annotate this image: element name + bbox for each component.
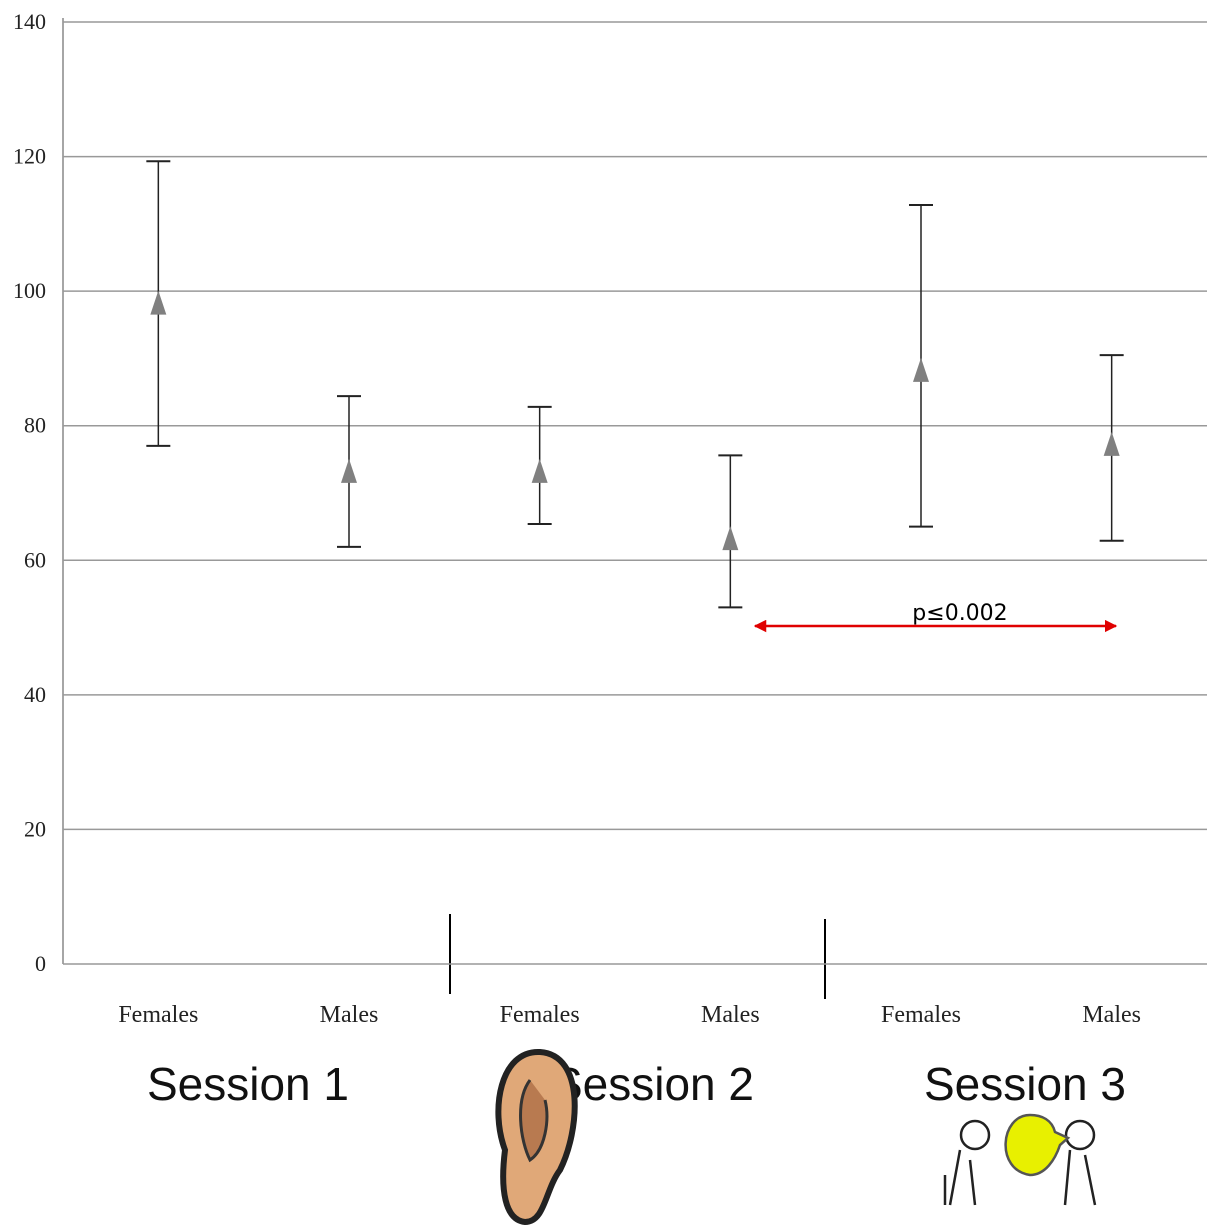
x-tick-label: Males bbox=[1082, 1002, 1141, 1028]
x-tick-label: Females bbox=[881, 1002, 961, 1028]
marker bbox=[722, 526, 739, 551]
marker bbox=[341, 458, 357, 483]
x-tick-label: Females bbox=[118, 1002, 198, 1028]
session-label: Session 1 bbox=[147, 1058, 349, 1110]
x-tick-label: Females bbox=[500, 1002, 580, 1028]
y-tick-label: 100 bbox=[13, 278, 46, 303]
ear-icon bbox=[495, 1048, 578, 1226]
marker bbox=[913, 357, 929, 382]
x-tick-label: Males bbox=[701, 1002, 760, 1028]
y-tick-label: 20 bbox=[24, 816, 46, 841]
marker bbox=[150, 290, 167, 315]
speakers-icon bbox=[943, 1113, 1097, 1206]
marker bbox=[1103, 431, 1120, 456]
y-tick-label: 60 bbox=[24, 547, 46, 572]
y-tick-label: 120 bbox=[13, 144, 46, 169]
y-tick-label: 80 bbox=[24, 413, 46, 438]
annotation: p≤0.002 bbox=[912, 601, 1007, 626]
marker bbox=[531, 458, 548, 483]
y-tick-label: 40 bbox=[24, 682, 46, 707]
y-tick-label: 140 bbox=[13, 9, 46, 34]
session-label: Session 3 bbox=[924, 1058, 1126, 1110]
x-tick-label: Males bbox=[320, 1002, 379, 1028]
y-tick-label: 0 bbox=[35, 951, 46, 976]
session-label: Session 2 bbox=[552, 1058, 754, 1110]
